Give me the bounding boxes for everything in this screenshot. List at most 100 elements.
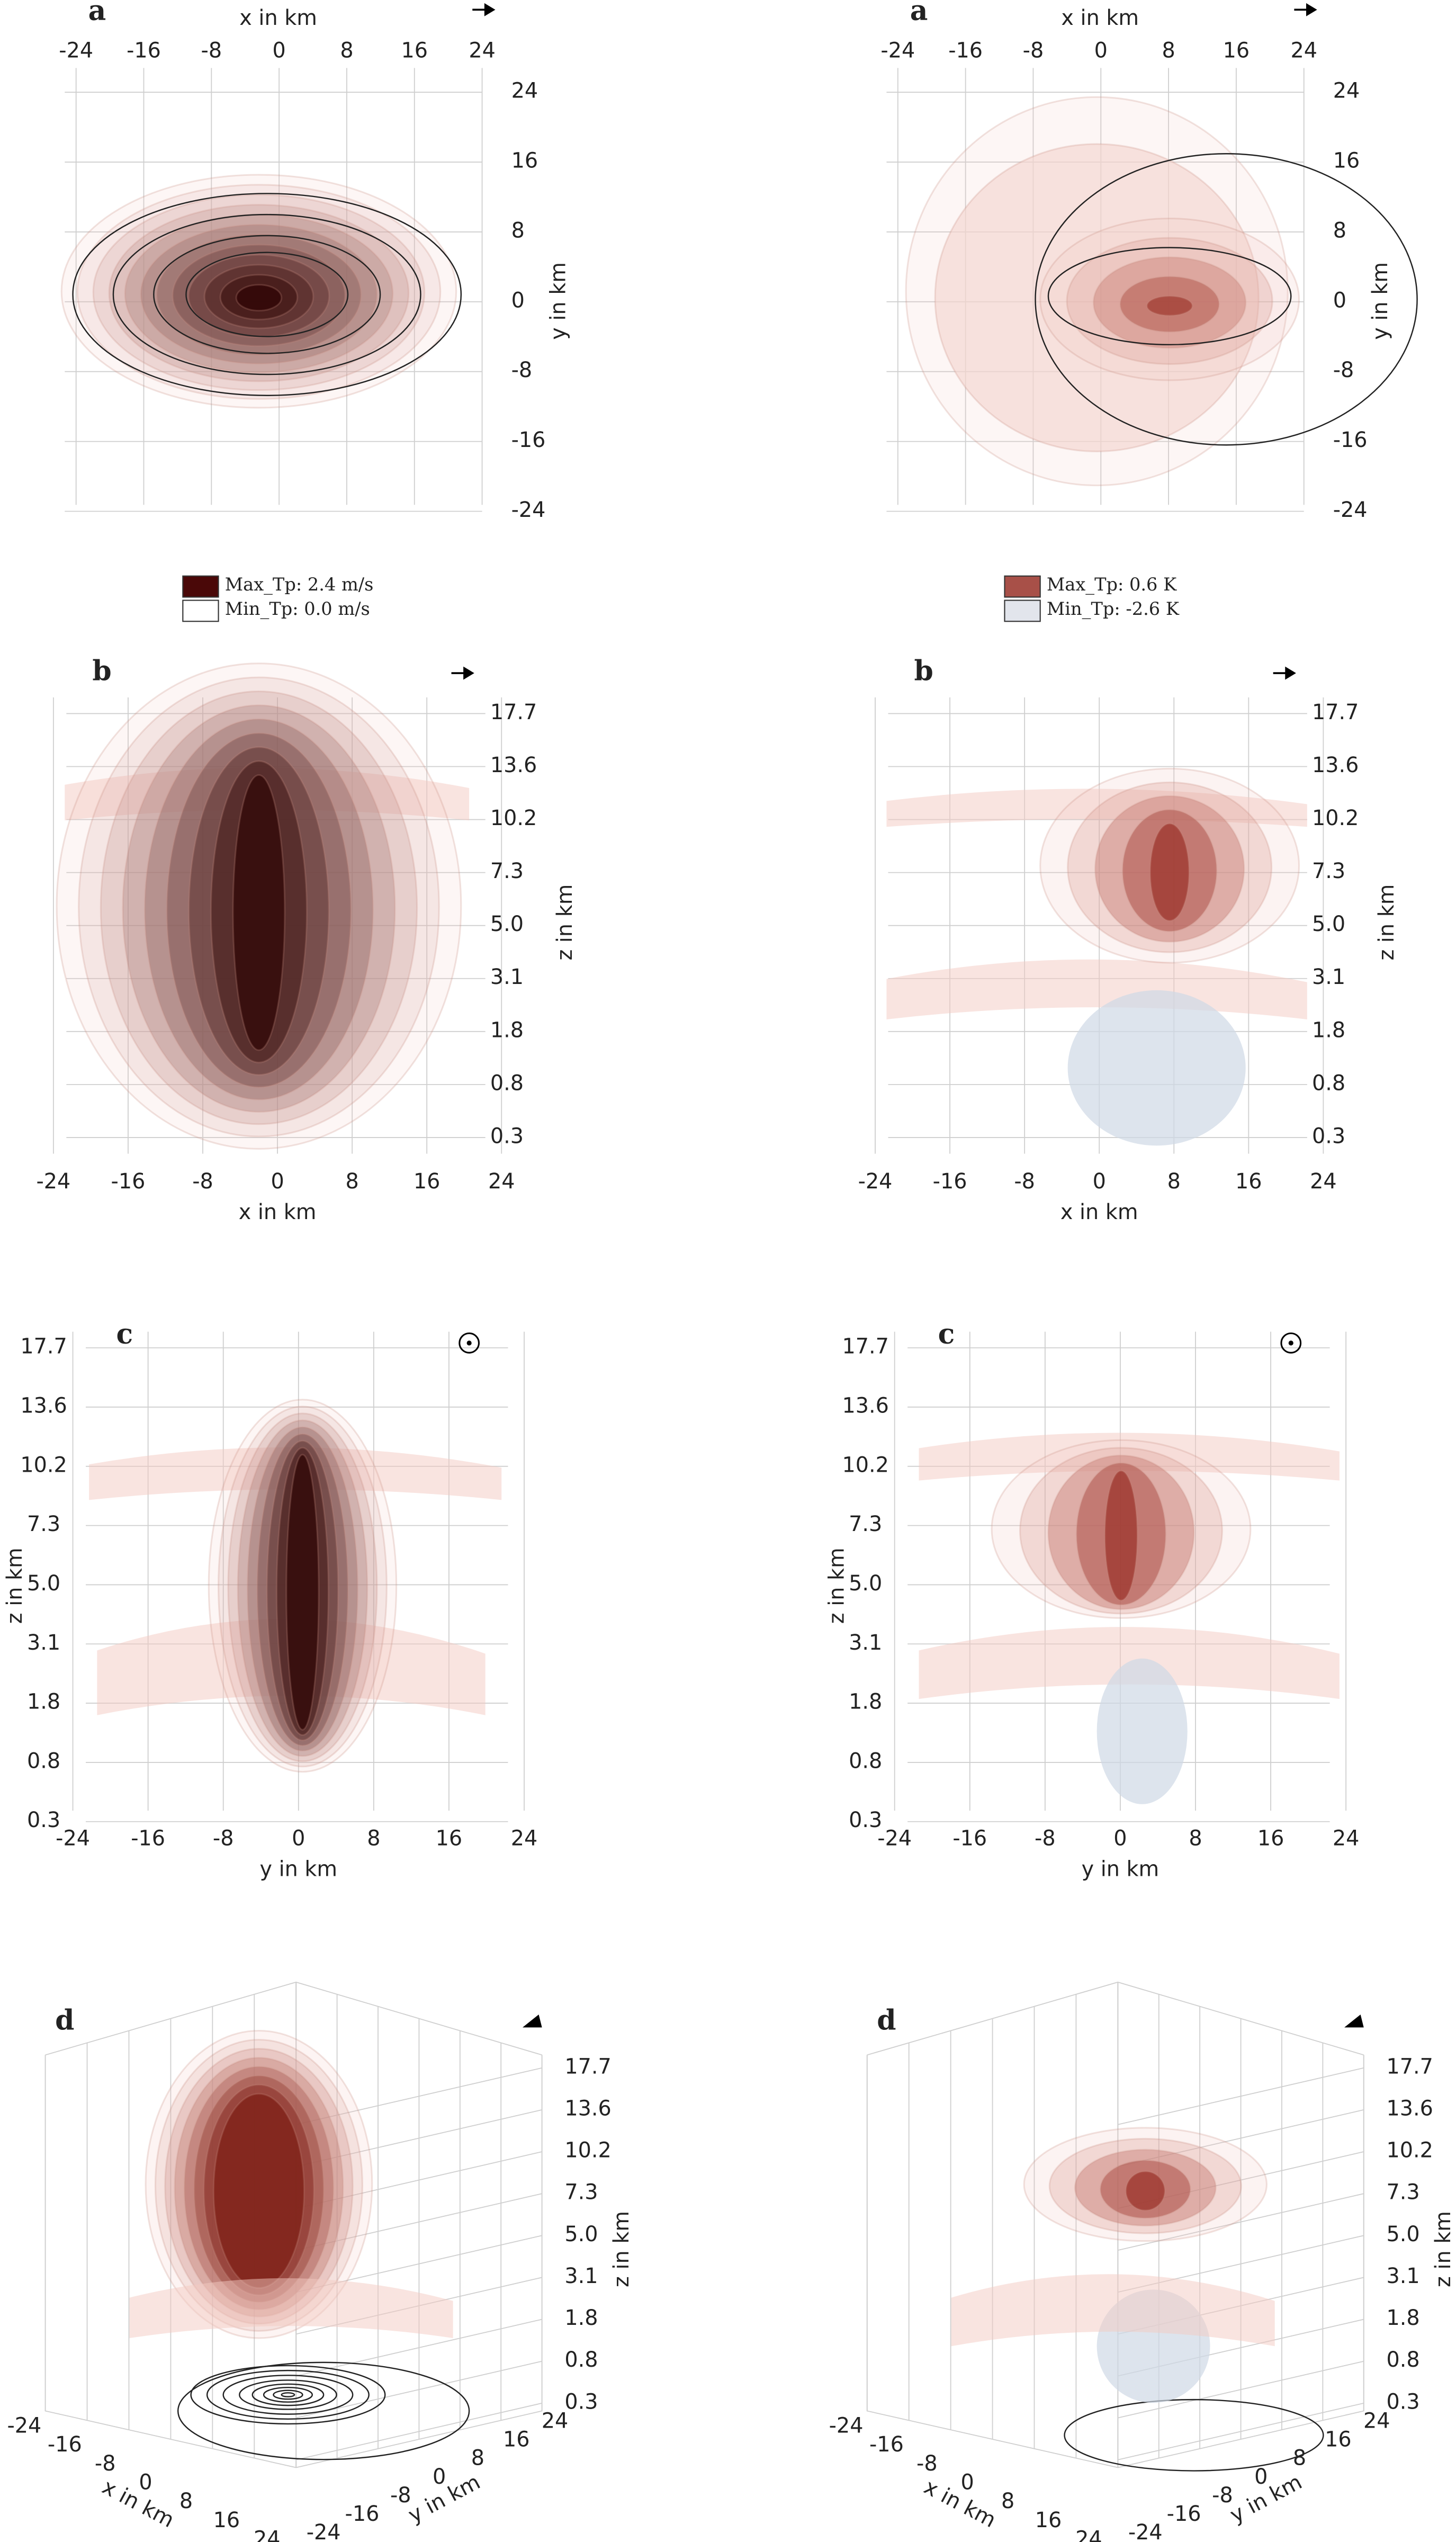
z-axis-label: z in km — [3, 1547, 27, 1624]
x-tick-label: 24 — [511, 1826, 538, 1850]
x-tick-label: 0 — [961, 2471, 974, 2495]
grid-line — [1118, 2067, 1364, 2125]
x-tick-label: 0 — [271, 1169, 284, 1194]
legend-swatch — [1004, 575, 1041, 598]
x-tick-label: 8 — [179, 2489, 193, 2513]
x-tick-label: 24 — [1310, 1169, 1337, 1194]
contour — [185, 252, 349, 337]
view-symbol — [1280, 1332, 1302, 1354]
isosurface — [1149, 822, 1190, 922]
z-tick-label: 13.6 — [1387, 2096, 1433, 2120]
z-tick-label: 1.8 — [849, 1690, 882, 1714]
contour — [239, 2379, 337, 2410]
x-tick-label: -16 — [131, 1826, 165, 1850]
y-tick-label: 24 — [511, 79, 538, 103]
x-tick-label: -8 — [213, 1826, 234, 1850]
z-tick-label: 13.6 — [1312, 753, 1359, 777]
z-tick-label: 5.0 — [849, 1571, 882, 1596]
z-tick-label: 10.2 — [20, 1453, 67, 1477]
isosurface — [934, 143, 1260, 452]
y-tick-label: 24 — [1363, 2409, 1390, 2433]
isosurface-band — [129, 2278, 453, 2339]
grid-line — [296, 2360, 542, 2419]
y-tick-label: -24 — [1128, 2520, 1163, 2542]
x-tick-label: -8 — [201, 38, 222, 62]
z-axis-label: z in km — [609, 2211, 634, 2287]
x-tick-label: 8 — [346, 1169, 359, 1194]
contour — [1064, 2398, 1324, 2472]
view-symbol — [459, 1332, 480, 1354]
x-tick-label: 16 — [1223, 38, 1250, 62]
z-tick-label: 0.3 — [27, 1808, 60, 1832]
z-tick-label: 1.8 — [1387, 2306, 1420, 2330]
z-tick-label: 0.8 — [490, 1071, 524, 1095]
y-axis-label: y in km — [546, 262, 571, 340]
isosurface — [285, 1454, 320, 1731]
contour — [281, 2392, 295, 2397]
z-tick-label: 5.0 — [1387, 2222, 1420, 2246]
grid-line — [1118, 2360, 1364, 2419]
x-tick-label: -16 — [952, 1826, 987, 1850]
y-tick-label: 0 — [1333, 288, 1346, 312]
legend-label: Min_Tp: 0.0 m/s — [225, 598, 370, 620]
x-tick-label: 24 — [254, 2527, 281, 2542]
x-tick-label: 16 — [401, 38, 428, 62]
z-tick-label: 3.1 — [849, 1631, 882, 1655]
z-tick-label: 17.7 — [490, 700, 537, 724]
y-tick-label: 0 — [1254, 2465, 1268, 2489]
z-tick-label: 1.8 — [490, 1018, 524, 1042]
view-arrow — [522, 2014, 542, 2028]
isosurface — [235, 284, 283, 312]
x-axis-label: x in km — [1061, 6, 1139, 30]
x-tick-label: -24 — [829, 2414, 864, 2438]
z-tick-label: 5.0 — [490, 912, 524, 936]
legend-swatch — [182, 575, 219, 598]
z-tick-label: 17.7 — [564, 2054, 611, 2079]
z-tick-label: 0.3 — [564, 2389, 598, 2414]
z-tick-label: 1.8 — [564, 2306, 598, 2330]
x-tick-label: 8 — [1162, 38, 1175, 62]
x-tick-label: 24 — [1290, 38, 1317, 62]
contour — [190, 2365, 386, 2425]
panel-label: a — [88, 0, 106, 27]
z-axis-label: z in km — [1374, 884, 1399, 961]
x-tick-label: 8 — [340, 38, 353, 62]
x-tick-label: -8 — [1023, 38, 1044, 62]
x-tick-label: -16 — [127, 38, 161, 62]
z-tick-label: 17.7 — [1387, 2054, 1433, 2079]
contour — [177, 2361, 470, 2460]
y-tick-label: 8 — [511, 218, 525, 243]
x-tick-label: -8 — [916, 2451, 938, 2476]
x-tick-label: 16 — [1035, 2508, 1062, 2532]
z-tick-label: 0.3 — [849, 1808, 882, 1832]
z-tick-label: 3.1 — [1312, 965, 1345, 989]
x-tick-label: -8 — [1014, 1169, 1035, 1194]
x-tick-label: 8 — [1001, 2489, 1014, 2513]
x-tick-label: 0 — [1093, 1169, 1106, 1194]
y-tick-label: 8 — [471, 2446, 484, 2471]
view-arrow — [1294, 3, 1317, 16]
x-tick-label: 0 — [272, 38, 285, 62]
grid-line — [296, 2402, 542, 2460]
isosurface — [1104, 1470, 1138, 1601]
contour — [112, 213, 421, 375]
panel-label: d — [877, 2004, 896, 2037]
view-symbol-dot — [1288, 1340, 1293, 1346]
z-tick-label: 7.3 — [849, 1512, 882, 1536]
z-tick-label: 10.2 — [842, 1453, 889, 1477]
isosurface-band — [951, 2274, 1275, 2347]
x-tick-label: -24 — [56, 1826, 90, 1850]
panel-label: b — [92, 655, 111, 687]
isosurface — [232, 774, 286, 1051]
z-tick-label: 5.0 — [564, 2222, 598, 2246]
x-tick-label: 24 — [469, 38, 496, 62]
contour — [1047, 247, 1292, 346]
y-tick-label: 8 — [1333, 218, 1346, 243]
y-tick-label: -8 — [1212, 2483, 1233, 2508]
y-tick-label: -8 — [511, 358, 533, 382]
isosurface-band — [886, 789, 1307, 827]
x-tick-label: -16 — [933, 1169, 967, 1194]
x-tick-label: 8 — [367, 1826, 380, 1850]
x-tick-label: -8 — [192, 1169, 213, 1194]
